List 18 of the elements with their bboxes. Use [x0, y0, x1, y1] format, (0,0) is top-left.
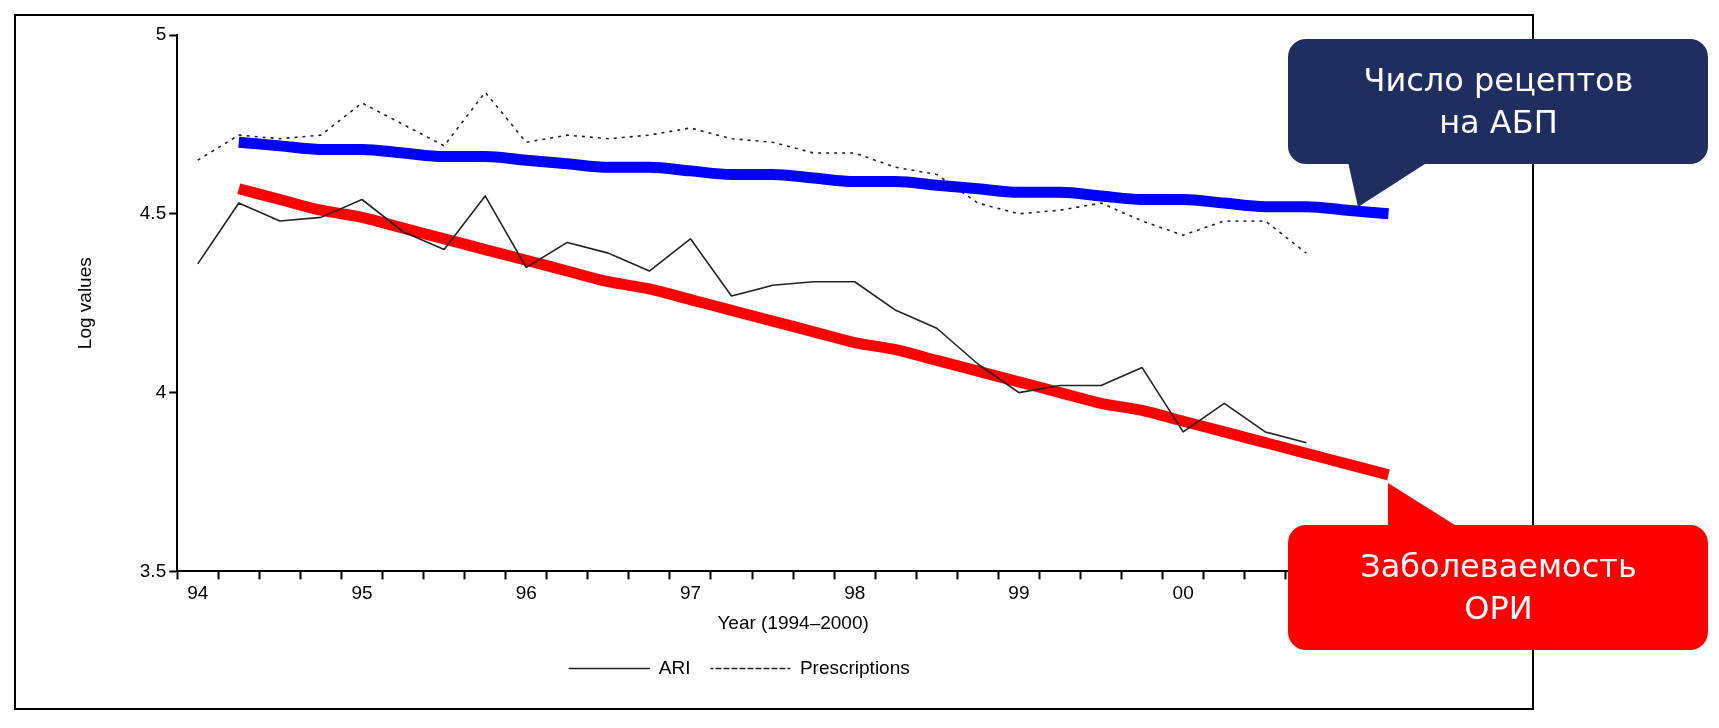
annotation: Число рецептов на АБП	[1288, 38, 1709, 164]
x-tick-label: 00	[1172, 582, 1194, 604]
x-tick-label: 98	[844, 582, 866, 604]
y-tick-label: 4.5	[139, 202, 167, 224]
y-axis-title: Log values	[73, 257, 95, 350]
x-axis-title: Year (1994–2000)	[717, 611, 869, 633]
y-tick-label: 3.5	[139, 559, 167, 581]
annotation: Заболеваемость ОРИ	[1288, 524, 1709, 650]
line-series	[196, 91, 1308, 254]
x-tick-label: 97	[679, 582, 702, 604]
y-tick-label: 4	[155, 380, 167, 402]
x-tick-label: 95	[351, 582, 373, 604]
x-tick-label: 94	[187, 582, 209, 604]
legend-label: ARI	[658, 656, 691, 678]
x-tick-label: 99	[1008, 582, 1030, 604]
x-tick-label: 96	[515, 582, 537, 604]
legend-label: Prescriptions	[799, 656, 910, 678]
y-tick-label: 5	[155, 23, 167, 45]
